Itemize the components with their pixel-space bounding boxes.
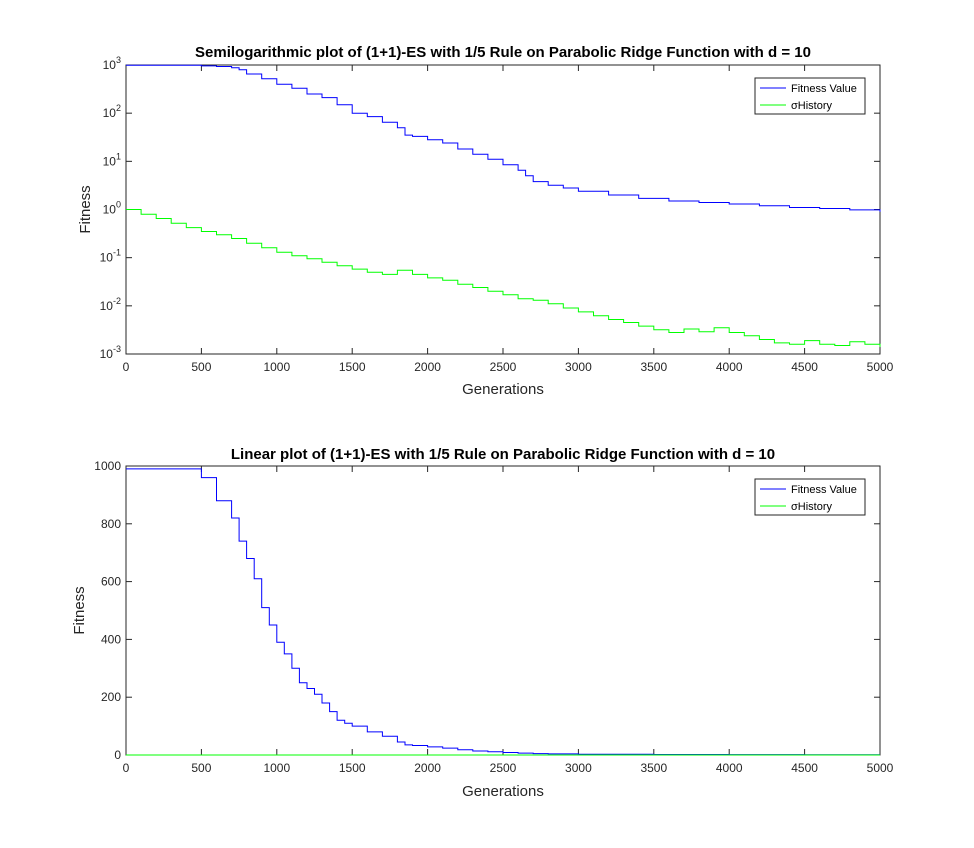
semilog-x-tick-label: 500 — [191, 360, 211, 374]
semilog-y-tick-label: 102 — [103, 103, 121, 120]
semilog-x-label: Generations — [462, 381, 544, 398]
semilog-y-tick-label: 100 — [103, 200, 121, 217]
semilog-plot: Semilogarithmic plot of (1+1)-ES with 1/… — [77, 44, 894, 398]
semilog-y-tick-label: 101 — [103, 151, 121, 168]
semilog-y-tick-label: 10-2 — [100, 296, 121, 313]
semilog-series — [126, 64, 881, 347]
linear-legend-label-sigma: σHistory — [791, 501, 833, 513]
linear-y-tick-label: 0 — [114, 748, 121, 762]
linear-series-line-fitness — [126, 468, 880, 756]
semilog-x-tick-label: 3500 — [640, 360, 667, 374]
semilog-title: Semilogarithmic plot of (1+1)-ES with 1/… — [195, 44, 811, 61]
semilog-x-tick-label: 2500 — [490, 360, 517, 374]
semilog-x-tick-label: 5000 — [867, 360, 894, 374]
linear-y-tick-label: 800 — [101, 517, 121, 531]
linear-x-tick-label: 500 — [191, 761, 211, 775]
linear-x-tick-label: 2000 — [414, 761, 441, 775]
linear-x-tick-label: 0 — [123, 761, 130, 775]
semilog-y-tick-label: 10-1 — [100, 248, 121, 265]
linear-legend-label-fitness: Fitness Value — [791, 484, 857, 496]
semilog-axes-box — [125, 64, 881, 355]
semilog-series-line-fitness — [126, 64, 881, 212]
semilog-y-tick-label: 10-3 — [100, 344, 121, 361]
linear-y-tick-label: 200 — [101, 690, 121, 704]
linear-y-tick-label: 1000 — [94, 459, 121, 473]
semilog-x-tick-label: 2000 — [414, 360, 441, 374]
semilog-y-tick-label: 103 — [103, 55, 121, 72]
linear-title: Linear plot of (1+1)-ES with 1/5 Rule on… — [231, 446, 775, 463]
linear-x-tick-label: 2500 — [490, 761, 517, 775]
linear-x-tick-label: 4000 — [716, 761, 743, 775]
semilog-y-ticks: 10-3 10-2 10-1 100 101 102 103 — [100, 55, 880, 361]
linear-y-tick-label: 400 — [101, 632, 121, 646]
semilog-y-label: Fitness — [77, 185, 94, 233]
linear-x-ticks: 0 500 1000 1500 2000 2500 3000 3500 4000 4500 5000 — [123, 466, 894, 775]
semilog-x-tick-label: 1000 — [263, 360, 290, 374]
linear-legend-box — [754, 478, 866, 516]
linear-x-tick-label: 1000 — [263, 761, 290, 775]
linear-x-tick-label: 3000 — [565, 761, 592, 775]
linear-y-label: Fitness — [71, 586, 88, 634]
semilog-legend-box — [754, 77, 866, 115]
semilog-legend-label-sigma: σHistory — [791, 100, 833, 112]
semilog-legend-label-fitness: Fitness Value — [791, 83, 857, 95]
semilog-x-tick-label: 4000 — [716, 360, 743, 374]
linear-axes-box — [125, 465, 881, 756]
semilog-x-tick-label: 1500 — [339, 360, 366, 374]
linear-x-tick-label: 1500 — [339, 761, 366, 775]
linear-x-label: Generations — [462, 783, 544, 800]
linear-series — [126, 468, 880, 756]
linear-x-tick-label: 4500 — [791, 761, 818, 775]
semilog-x-tick-label: 4500 — [791, 360, 818, 374]
semilog-x-tick-label: 0 — [123, 360, 130, 374]
semilog-x-tick-label: 3000 — [565, 360, 592, 374]
linear-y-tick-label: 600 — [101, 575, 121, 589]
semilog-x-ticks: 0 500 1000 1500 2000 2500 3000 3500 4000 4500 5000 — [123, 65, 894, 374]
linear-x-tick-label: 3500 — [640, 761, 667, 775]
linear-x-tick-label: 5000 — [867, 761, 894, 775]
semilog-series-line-sigma — [126, 209, 881, 347]
linear-plot: Linear plot of (1+1)-ES with 1/5 Rule on… — [71, 446, 894, 800]
semilog-legend: Fitness Value σHistory — [754, 77, 866, 115]
linear-legend: Fitness Value σHistory — [754, 478, 866, 516]
